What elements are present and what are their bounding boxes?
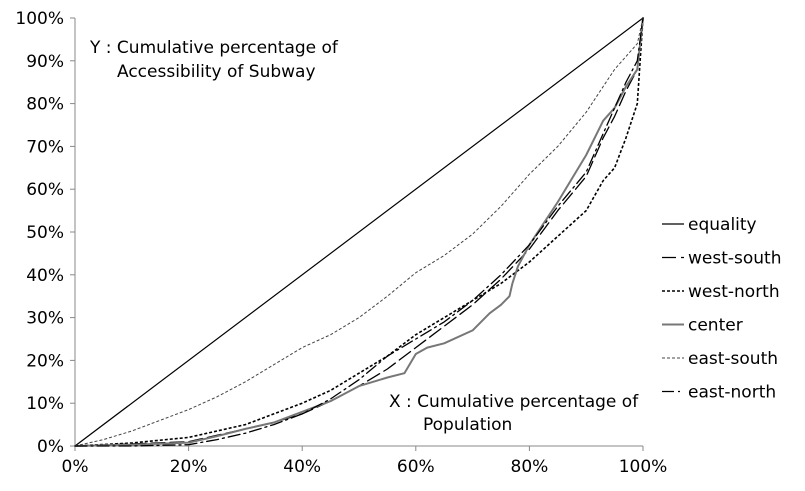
y-tick-label: 50% [26,223,64,243]
legend-label: east-south [688,349,778,369]
y-tick-label: 10% [26,394,64,414]
y-tick-label: 90% [26,52,64,72]
x-tick-label: 60% [397,457,435,477]
legend-item-west-south: west-south [662,249,782,269]
y-tick-label: 60% [26,180,64,200]
x-tick-label: 0% [62,457,89,477]
series-line-east-south [74,17,644,447]
y-tick-label: 70% [26,137,64,157]
y-tick-label: 20% [26,351,64,371]
legend-item-equality: equality [662,215,757,235]
x-tick-label: 40% [283,457,321,477]
y-tick-label: 100% [15,9,64,29]
legend-label: center [688,316,743,336]
axes: 0% 20% 40% 60% 80% 100% 0% 10% 20% 30% 40% 50% 60% 70… [15,9,667,477]
legend-item-west-north: west-north [662,282,780,302]
annotation-y-line-1: Y : Cumulative percentage of [89,38,339,58]
series-line-center [74,17,644,447]
legend-label: west-south [688,249,782,269]
series-line-west-north [74,17,644,447]
annotation-y-line-2: Accessibility of Subway [117,62,316,82]
legend-item-east-north: east-north [662,383,776,403]
annotation-x-line-1: X : Cumulative percentage of [389,392,639,412]
x-tick-label: 100% [619,457,668,477]
legend-label: equality [688,215,757,235]
x-tick-label: 80% [511,457,549,477]
y-tick-label: 0% [37,437,64,457]
legend-item-east-south: east-south [662,349,778,369]
legend-label: west-north [688,282,780,302]
annotation-x-line-2: Population [423,415,512,435]
y-tick-label: 80% [26,95,64,115]
annotation-layer: Y : Cumulative percentage of Accessibilit… [89,38,639,435]
x-tick-label: 20% [170,457,208,477]
legend-item-center: center [662,316,743,336]
legend-label: east-north [688,383,776,403]
y-tick-label: 40% [26,266,64,286]
series-layer [74,17,644,447]
y-tick-label: 30% [26,309,64,329]
series-line-equality [74,17,644,447]
series-line-east-north [74,17,644,447]
legend: equality west-south west-north center east-s… [662,215,782,403]
